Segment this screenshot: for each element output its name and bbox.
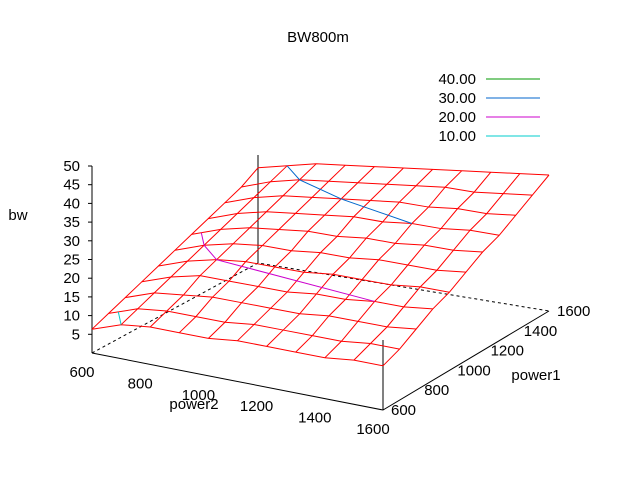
- power1-tick-label: 1400: [524, 323, 557, 340]
- legend: 40.00 30.00 20.00 10.00: [438, 71, 540, 145]
- legend-label: 20.00: [438, 109, 476, 126]
- mesh-line-power1-700: [108, 308, 400, 350]
- z-tick-label: 20: [63, 270, 80, 287]
- mesh-line-power2-1400: [324, 171, 492, 359]
- z-tick-label: 40: [63, 195, 80, 212]
- mesh-line-power2-1000: [208, 166, 375, 339]
- mesh-line-power1-1300: [208, 211, 500, 236]
- legend-label: 10.00: [438, 128, 476, 145]
- mesh-line-power1-1200: [191, 227, 483, 253]
- power1-axis-label: power1: [511, 367, 560, 384]
- z-tick-label: 10: [63, 308, 80, 325]
- z-tick-label: 45: [63, 177, 80, 194]
- mesh-line-power2-1300: [295, 170, 463, 353]
- contour-line-30.00: [286, 165, 413, 224]
- z-tick-label: 35: [63, 214, 80, 231]
- z-tick-label: 30: [63, 233, 80, 250]
- mesh-line-power2-1200: [266, 169, 433, 347]
- power1-tick-label: 1600: [557, 303, 590, 320]
- power2-tick-label: 1200: [240, 398, 273, 415]
- z-tick-label: 5: [72, 326, 80, 343]
- power1-tick-label: 800: [424, 382, 449, 399]
- mesh-line-power2-1100: [237, 167, 404, 342]
- base-back-edge: [91, 262, 550, 354]
- z-tick-label: 15: [63, 289, 80, 306]
- power2-tick-label: 600: [69, 364, 94, 381]
- mesh-line-power2-1500: [353, 173, 521, 361]
- mesh-line-power1-1600: [257, 163, 550, 176]
- chart-title: BW800m: [287, 29, 349, 46]
- contour-line-20.00: [200, 232, 375, 302]
- mesh-line-power2-1600: [382, 174, 550, 367]
- legend-label: 40.00: [438, 71, 476, 88]
- mesh-line-power2-900: [178, 164, 346, 334]
- mesh-line-power2-600: [91, 167, 259, 330]
- power2-axis-label: power2: [169, 396, 218, 413]
- mesh-line-power1-600: [91, 324, 384, 367]
- contour-line-10.00: [117, 311, 122, 325]
- power1-tick-label: 1200: [491, 343, 524, 360]
- power2-tick-label: 1400: [298, 410, 331, 427]
- z-axis-label: bw: [8, 207, 27, 224]
- z-tick-label: 50: [63, 158, 80, 175]
- power2-tick-label: 1600: [356, 421, 389, 438]
- mesh-line-power1-1500: [241, 179, 533, 196]
- legend-label: 30.00: [438, 90, 476, 107]
- contour-lines: [117, 165, 413, 325]
- tick-labels: 5101520253035404550600800100012001400160…: [63, 158, 590, 438]
- power1-tick-label: 1000: [457, 362, 490, 379]
- power2-tick-label: 800: [128, 375, 153, 392]
- surface-mesh: [91, 163, 550, 367]
- power1-tick-label: 600: [391, 402, 416, 419]
- mesh-line-power2-800: [149, 163, 317, 328]
- z-tick-label: 25: [63, 252, 80, 269]
- power2-tick-label: 1000: [182, 387, 215, 404]
